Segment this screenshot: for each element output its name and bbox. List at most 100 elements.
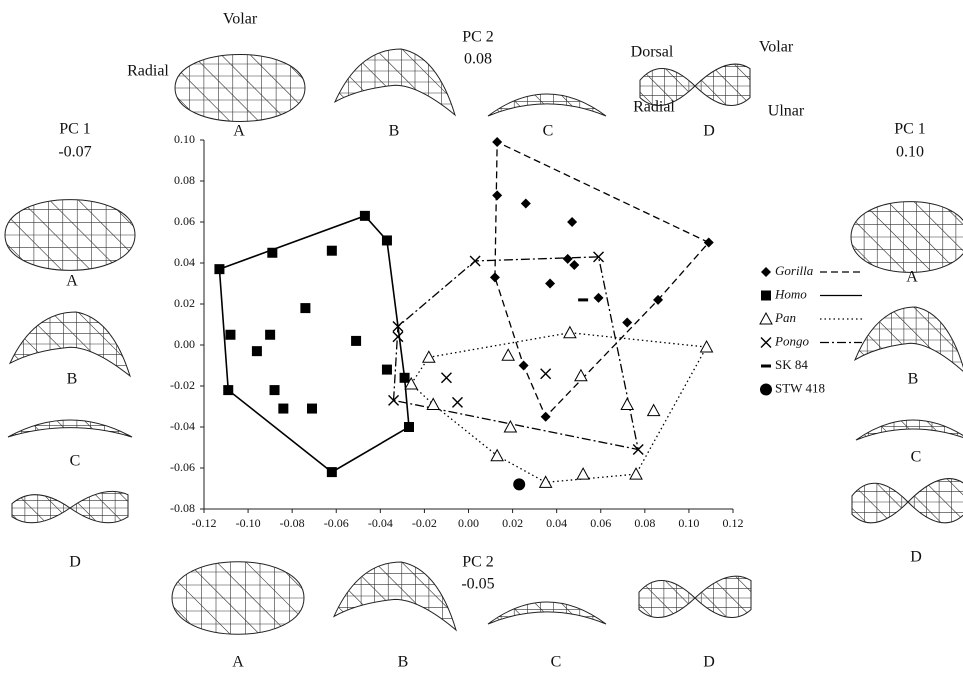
mesh-line	[5, 199, 132, 271]
mesh	[4, 199, 136, 271]
mesh-line	[673, 64, 750, 106]
marker	[326, 245, 337, 256]
mesh-line	[182, 54, 305, 122]
marker	[703, 237, 714, 248]
x-tick-label: 0.12	[723, 516, 744, 530]
legend-item: SK 84	[761, 357, 808, 372]
mesh-line	[368, 49, 455, 115]
mesh-line	[860, 420, 941, 440]
mesh-line	[172, 561, 243, 635]
mesh-line	[335, 49, 422, 115]
x-tick-label: -0.08	[280, 516, 305, 530]
orientation-label: Dorsal	[631, 44, 674, 61]
mesh-line	[936, 420, 963, 440]
mesh-line	[340, 562, 456, 630]
mesh-line	[885, 420, 963, 440]
x-tick-label: 0.06	[590, 516, 611, 530]
y-tick-label: 0.08	[174, 173, 195, 187]
marker	[653, 294, 664, 305]
marker	[223, 385, 234, 396]
mesh-line	[674, 576, 751, 618]
mesh-outline	[639, 63, 751, 106]
legend-label: SK 84	[775, 357, 808, 372]
x-tick-label: 0.00	[458, 516, 479, 530]
mesh-line	[45, 312, 130, 376]
mesh-line	[175, 54, 183, 122]
mesh-line	[99, 312, 130, 376]
orientation-label: Ulnar	[768, 103, 805, 120]
mesh-line	[639, 576, 741, 618]
mesh-outline	[850, 201, 963, 273]
mesh-grid	[5, 199, 135, 271]
marker	[426, 397, 441, 410]
mesh-outline	[487, 93, 607, 117]
mesh-line	[568, 602, 606, 624]
marker	[399, 372, 410, 383]
mesh-grid	[12, 491, 128, 523]
mesh-line	[335, 49, 342, 115]
shape-letter: D	[703, 123, 715, 140]
orientation-label: Volar	[223, 11, 258, 28]
marker	[214, 264, 225, 275]
panel-title: PC 2	[462, 554, 494, 571]
x-tick-label: 0.04	[546, 516, 567, 530]
mesh-line	[852, 478, 859, 523]
mesh-line	[172, 561, 273, 635]
marker	[760, 383, 772, 396]
marker	[578, 298, 589, 302]
mesh-line	[852, 478, 958, 523]
x-tick-label: -0.06	[324, 516, 349, 530]
mesh-line	[594, 94, 606, 116]
y-tick-label: -0.04	[170, 419, 195, 433]
mesh-line	[335, 49, 448, 115]
mesh	[850, 201, 963, 273]
marker	[492, 137, 503, 148]
mesh-line	[639, 576, 716, 618]
mesh-outline	[487, 601, 607, 625]
mesh-line	[64, 491, 128, 523]
hull	[218, 214, 410, 474]
mesh-outline	[4, 199, 136, 271]
shape-letter: D	[910, 549, 922, 566]
shape-letter: B	[389, 123, 400, 140]
mesh-line	[649, 64, 750, 106]
y-tick-label: -0.06	[170, 460, 195, 474]
marker	[761, 290, 771, 301]
marker	[593, 251, 605, 263]
mesh-line	[851, 201, 963, 273]
marker	[538, 475, 553, 488]
orientation-label: Radial	[127, 63, 169, 80]
mesh-line	[291, 561, 304, 635]
legend-item: Gorilla	[761, 263, 862, 278]
marker	[278, 403, 289, 414]
shape-letter: B	[67, 371, 78, 388]
x-tick-label: -0.04	[368, 516, 393, 530]
marker	[593, 292, 604, 303]
mesh-line	[649, 576, 751, 618]
marker	[563, 325, 577, 339]
shape-letter: D	[69, 554, 81, 571]
marker	[451, 396, 463, 408]
y-tick-label: -0.02	[170, 378, 195, 392]
mesh-line	[640, 64, 717, 106]
mesh-line	[334, 562, 423, 630]
mesh-line	[883, 478, 963, 523]
marker	[404, 376, 419, 390]
mesh-line	[172, 561, 214, 635]
mesh-line	[621, 50, 709, 138]
mesh	[638, 575, 752, 618]
mesh-line	[19, 312, 130, 376]
marker	[300, 303, 311, 314]
mesh-line	[489, 602, 579, 624]
marker	[513, 478, 526, 491]
mesh-grid	[172, 561, 304, 635]
mesh-line	[873, 201, 963, 273]
mesh-line	[367, 562, 456, 630]
marker	[646, 403, 661, 417]
mesh-line	[639, 576, 642, 618]
legend-label: STW 418	[775, 380, 825, 395]
hull	[410, 332, 708, 484]
mesh-outline	[855, 419, 963, 441]
marker	[501, 348, 516, 361]
